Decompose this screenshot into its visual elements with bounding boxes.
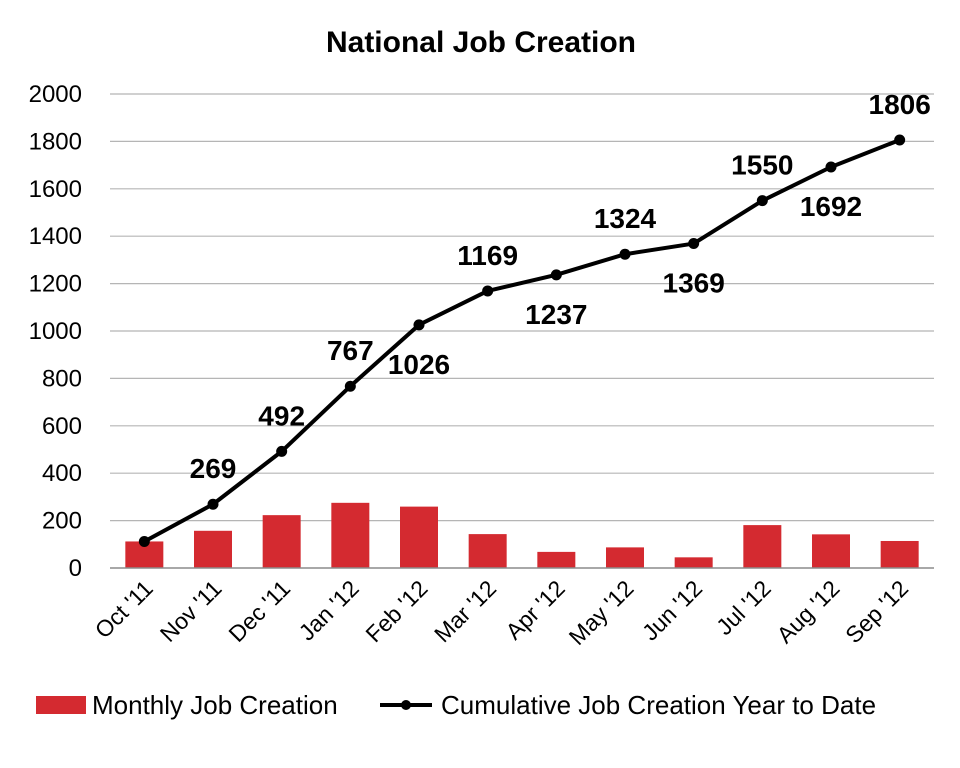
- y-tick-label: 1400: [29, 223, 82, 250]
- y-axis-ticks: 0 200 400 600 800 1000 1200 1400 1600 1800 2000: [29, 81, 82, 582]
- bar-monthly: [194, 530, 232, 568]
- bar-monthly: [400, 506, 438, 568]
- bar-series-monthly: [125, 502, 919, 568]
- bar-monthly: [880, 540, 919, 568]
- bar-monthly: [812, 534, 850, 568]
- bar-monthly: [743, 525, 782, 568]
- legend-swatch-bar: [36, 696, 86, 714]
- bar-monthly: [468, 534, 507, 568]
- data-label: 1169: [457, 240, 518, 271]
- x-tick-label: Apr '12: [500, 575, 569, 644]
- chart-title: National Job Creation: [326, 26, 636, 59]
- legend-label-monthly: Monthly Job Creation: [92, 690, 338, 720]
- x-tick-label: Jun '12: [637, 575, 707, 645]
- cumulative-point: [756, 195, 768, 207]
- data-label: 1237: [525, 299, 587, 330]
- x-tick-label: Jul '12: [711, 575, 776, 640]
- x-tick-label: Oct '11: [90, 575, 158, 643]
- data-label: 269: [190, 453, 237, 484]
- y-tick-label: 600: [42, 413, 82, 440]
- cumulative-point: [894, 134, 906, 146]
- cumulative-point: [138, 535, 150, 547]
- legend-label-cumulative: Cumulative Job Creation Year to Date: [441, 690, 876, 720]
- legend: Monthly Job Creation Cumulative Job Crea…: [36, 690, 876, 720]
- cumulative-point: [619, 248, 631, 260]
- data-label: 1692: [800, 191, 862, 222]
- y-tick-label: 1800: [29, 128, 82, 155]
- data-label: 1369: [663, 268, 725, 299]
- bar-monthly: [331, 502, 370, 568]
- data-label: 1806: [869, 89, 931, 120]
- x-tick-label: Nov '11: [155, 575, 227, 647]
- cumulative-point: [344, 380, 356, 392]
- bar-monthly: [674, 557, 713, 568]
- y-tick-label: 800: [42, 365, 82, 392]
- y-tick-label: 0: [69, 555, 82, 582]
- x-tick-label: Sep '12: [840, 575, 913, 648]
- cumulative-point: [207, 498, 219, 510]
- x-tick-label: Mar '12: [429, 575, 501, 647]
- data-label: 1324: [594, 203, 657, 234]
- data-label: 1550: [731, 150, 793, 181]
- cumulative-point: [688, 238, 700, 250]
- y-tick-label: 1000: [29, 318, 82, 345]
- y-tick-label: 1200: [29, 271, 82, 298]
- cumulative-point: [482, 285, 494, 297]
- bar-monthly: [537, 551, 576, 568]
- x-tick-label: May '12: [564, 575, 639, 650]
- cumulative-point: [276, 445, 288, 457]
- data-label: 767: [327, 335, 374, 366]
- x-tick-label: Aug '12: [771, 575, 844, 648]
- cumulative-point: [825, 161, 837, 173]
- y-tick-label: 2000: [29, 81, 82, 108]
- y-tick-label: 1600: [29, 176, 82, 203]
- legend-swatch-marker: [401, 700, 411, 710]
- y-tick-label: 200: [42, 508, 82, 535]
- bar-monthly: [606, 547, 644, 568]
- y-tick-label: 400: [42, 460, 82, 487]
- cumulative-line: [143, 138, 901, 544]
- x-tick-label: Dec '11: [223, 575, 295, 647]
- cumulative-point: [550, 269, 562, 281]
- x-tick-label: Feb '12: [360, 575, 432, 647]
- cumulative-point: [413, 319, 425, 331]
- line-series-cumulative: [138, 134, 906, 547]
- data-label: 1026: [388, 349, 450, 380]
- bar-monthly: [262, 515, 301, 568]
- x-tick-label: Jan '12: [294, 575, 364, 645]
- data-label: 492: [258, 400, 305, 431]
